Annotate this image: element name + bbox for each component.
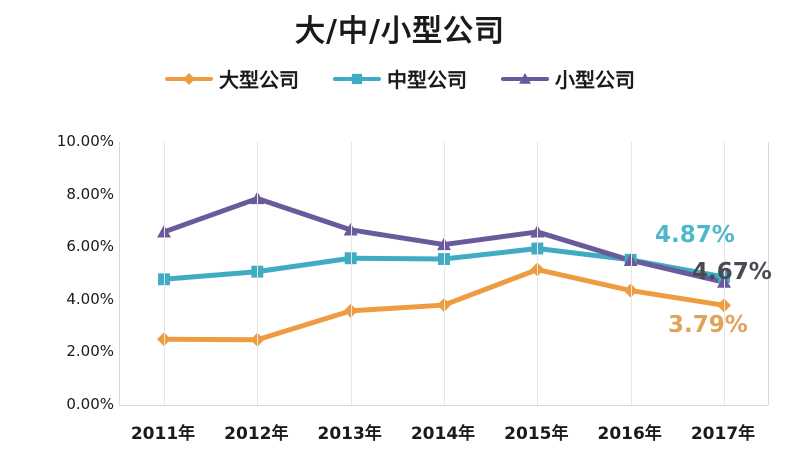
y-axis-tick-label: 4.00%	[66, 289, 114, 308]
y-axis-tick-label: 6.00%	[66, 237, 114, 256]
chart-title: 大/中/小型公司	[295, 14, 505, 49]
plot-right-border	[768, 142, 769, 405]
x-axis-tick-label: 2011年	[130, 424, 196, 444]
gridline-vertical	[350, 142, 352, 405]
y-axis-tick-label: 2.00%	[66, 342, 114, 361]
legend-label-large: 大型公司	[219, 68, 299, 92]
legend-swatch-small	[501, 71, 549, 87]
legend-item-small[interactable]: 小型公司	[501, 64, 635, 93]
value-annotation: 4.87%	[655, 222, 735, 248]
y-axis-tick-label: 0.00%	[66, 395, 114, 413]
gridline-vertical	[444, 142, 445, 405]
gridline-vertical	[724, 142, 725, 405]
x-axis-line	[119, 405, 768, 406]
legend-item-large[interactable]: 大型公司	[165, 64, 299, 93]
triangle-marker-icon	[519, 72, 531, 84]
x-axis-tick-label: 2012年	[224, 424, 289, 444]
gridline-vertical	[630, 142, 632, 405]
square-marker-icon	[351, 73, 363, 84]
value-annotation: 3.79%	[668, 312, 748, 338]
x-axis-tick-label: 2016年	[597, 424, 662, 444]
y-axis-tick-label: 10.00%	[56, 132, 114, 150]
data-point	[438, 253, 450, 265]
x-axis-tick-label: 2017年	[690, 424, 756, 444]
x-axis-tick-label: 2014年	[410, 424, 476, 444]
x-axis-tick-label: 2015年	[504, 424, 569, 444]
x-axis-tick-label: 2013年	[317, 424, 382, 444]
value-annotation: 4.67%	[692, 259, 772, 285]
legend-label-medium: 中型公司	[387, 68, 467, 92]
diamond-marker-icon	[183, 72, 195, 85]
y-axis: 0.00% 2.00% 4.00% 6.00% 8.00% 10.00%	[36, 0, 114, 459]
gridline-vertical	[257, 142, 259, 405]
y-axis-tick-label: 8.00%	[66, 184, 114, 203]
legend-swatch-medium	[333, 71, 381, 87]
plot-area	[119, 142, 769, 406]
legend-item-medium[interactable]: 中型公司	[333, 64, 467, 93]
gridline-vertical	[537, 142, 539, 405]
legend-swatch-large	[165, 71, 213, 87]
chart-legend: 大型公司 中型公司 小型公司	[0, 64, 800, 93]
x-axis: 2011年 2012年 2013年 2014年 2015年 2016年 2017年	[119, 419, 767, 449]
gridline-vertical	[164, 142, 165, 405]
legend-label-small: 小型公司	[555, 68, 635, 92]
